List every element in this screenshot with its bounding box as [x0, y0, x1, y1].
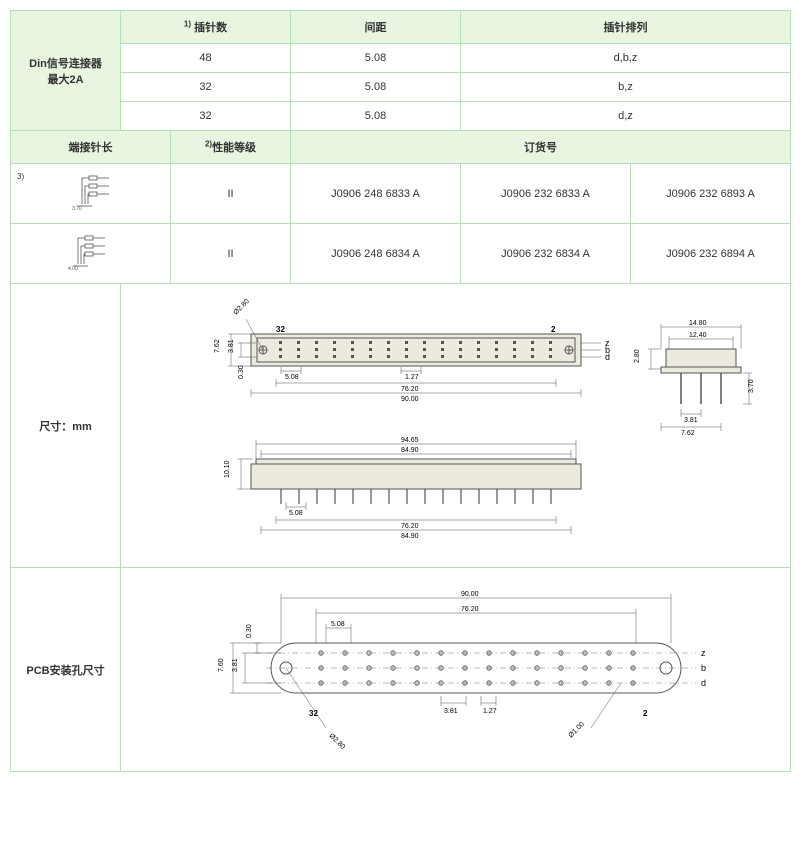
svg-text:5.08: 5.08 — [285, 374, 299, 381]
svg-text:90.00: 90.00 — [461, 591, 479, 598]
col-pins-label: 插针数 — [194, 22, 227, 34]
pcb-drawing: 90.00 76.20 5.08 z b d — [121, 568, 781, 768]
svg-text:3.81: 3.81 — [444, 708, 458, 715]
svg-text:76.20: 76.20 — [401, 386, 419, 393]
svg-text:84.90: 84.90 — [401, 447, 419, 454]
cell-order-a: J0906 248 6834 A — [291, 224, 461, 284]
svg-text:1.27: 1.27 — [483, 708, 497, 715]
col-pins-header: 1) 插针数 — [121, 11, 291, 44]
svg-text:7.62: 7.62 — [681, 430, 695, 437]
svg-text:2: 2 — [551, 325, 556, 334]
svg-text:d: d — [605, 352, 610, 362]
svg-text:32: 32 — [309, 709, 318, 718]
terminal-icon: 4.00 — [63, 232, 118, 272]
svg-text:7.62: 7.62 — [214, 339, 221, 353]
title-line2: 最大2A — [47, 74, 83, 86]
cell-order-b: J0906 232 6833 A — [461, 164, 631, 224]
table-row: 48 5.08 d,b,z — [11, 44, 791, 73]
cell-perf: II — [171, 164, 291, 224]
svg-text:d: d — [701, 678, 706, 688]
svg-text:Ø1.00: Ø1.00 — [567, 721, 586, 740]
svg-text:32: 32 — [276, 325, 285, 334]
order-row: 4.00 II J0906 248 6834 A J0906 232 6834 … — [11, 224, 791, 284]
col-arrange-header: 插针排列 — [461, 11, 791, 44]
cell-pitch: 5.08 — [291, 73, 461, 102]
svg-text:z: z — [701, 648, 706, 658]
spec-table: Din信号连接器 最大2A 1) 插针数 间距 插针排列 48 5.08 d,b… — [10, 10, 791, 772]
cell-pins: 32 — [121, 73, 291, 102]
svg-text:7.60: 7.60 — [218, 658, 225, 672]
svg-text:5.08: 5.08 — [331, 621, 345, 628]
sup1: 1) — [184, 19, 191, 28]
cell-order-c: J0906 232 6893 A — [631, 164, 791, 224]
svg-text:3.81: 3.81 — [232, 658, 239, 672]
svg-text:76.20: 76.20 — [461, 606, 479, 613]
sup2: 2) — [205, 139, 212, 148]
sup3: 3) — [17, 172, 24, 181]
svg-text:12.40: 12.40 — [689, 332, 707, 339]
cell-order-a: J0906 248 6833 A — [291, 164, 461, 224]
terminal-icon: 3.70 — [67, 172, 122, 212]
col-termlen-header: 端接针长 — [11, 131, 171, 164]
svg-text:90.00: 90.00 — [401, 396, 419, 403]
svg-text:Ø2.80: Ø2.80 — [232, 298, 251, 317]
term-dim: 4.00 — [68, 266, 78, 272]
table-row: 32 5.08 d,z — [11, 102, 791, 131]
cell-pitch: 5.08 — [291, 44, 461, 73]
cell-pins: 48 — [121, 44, 291, 73]
svg-text:2.80: 2.80 — [634, 349, 641, 363]
title-cell: Din信号连接器 最大2A — [11, 11, 121, 131]
cell-pitch: 5.08 — [291, 102, 461, 131]
svg-text:b: b — [701, 663, 706, 673]
svg-text:3.70: 3.70 — [748, 379, 755, 393]
term-icon-cell: 3) 3.70 — [11, 164, 171, 224]
svg-text:3.81: 3.81 — [228, 339, 235, 353]
col-order-header: 订货号 — [291, 131, 791, 164]
cell-arrange: d,z — [461, 102, 791, 131]
svg-text:0.30: 0.30 — [246, 624, 253, 638]
svg-text:0.30: 0.30 — [238, 365, 245, 379]
col-perf-header: 2)性能等级 — [171, 131, 291, 164]
svg-text:1.27: 1.27 — [405, 374, 419, 381]
cell-order-c: J0906 232 6894 A — [631, 224, 791, 284]
term-dim: 3.70 — [72, 206, 82, 212]
cell-pins: 32 — [121, 102, 291, 131]
table-row: 32 5.08 b,z — [11, 73, 791, 102]
svg-text:2: 2 — [643, 709, 648, 718]
dimensions-drawing: z b d 32 2 7.62 3.81 0.30 Ø2.80 — [121, 284, 781, 564]
svg-text:5.08: 5.08 — [289, 510, 303, 517]
order-row: 3) 3.70 II J0906 248 6833 A J0906 232 68… — [11, 164, 791, 224]
dims-diagram-cell: z b d 32 2 7.62 3.81 0.30 Ø2.80 — [121, 284, 791, 568]
cell-perf: II — [171, 224, 291, 284]
dims-label: 尺寸：mm — [11, 284, 121, 568]
svg-text:14.80: 14.80 — [689, 320, 707, 327]
title-line1: Din信号连接器 — [29, 58, 102, 70]
term-icon-cell: 4.00 — [11, 224, 171, 284]
svg-text:Ø2.80: Ø2.80 — [328, 732, 347, 751]
svg-text:94.65: 94.65 — [401, 437, 419, 444]
pcb-label: PCB安装孔尺寸 — [11, 568, 121, 772]
pcb-diagram-cell: 90.00 76.20 5.08 z b d — [121, 568, 791, 772]
cell-arrange: d,b,z — [461, 44, 791, 73]
svg-text:84.90: 84.90 — [401, 533, 419, 540]
col-pitch-header: 间距 — [291, 11, 461, 44]
cell-order-b: J0906 232 6834 A — [461, 224, 631, 284]
col-perf-label: 性能等级 — [212, 142, 256, 154]
cell-arrange: b,z — [461, 73, 791, 102]
svg-text:76.20: 76.20 — [401, 523, 419, 530]
svg-text:10.10: 10.10 — [224, 460, 231, 478]
svg-text:3.81: 3.81 — [684, 417, 698, 424]
